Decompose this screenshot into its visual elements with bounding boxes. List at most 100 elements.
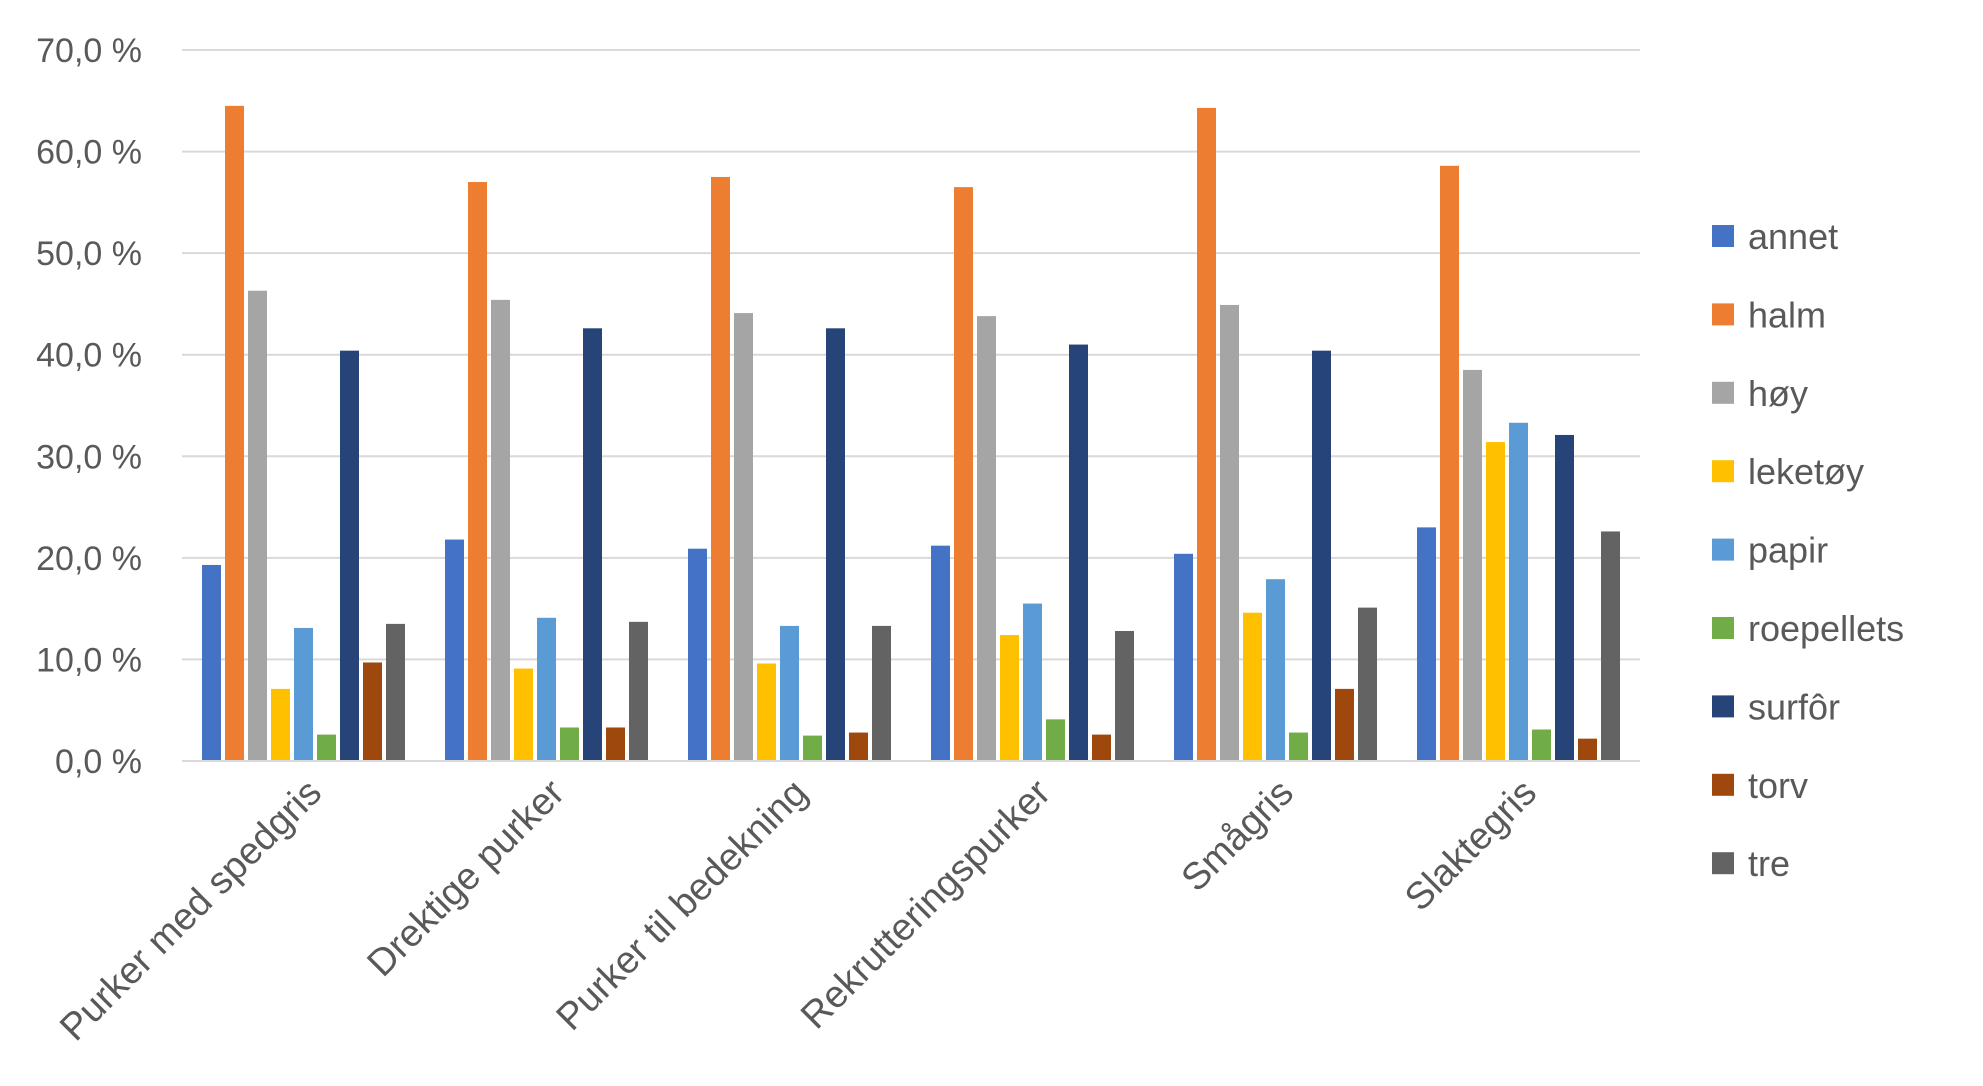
bar-annet-6	[1417, 527, 1436, 761]
category-label: Purker med spedgris	[52, 772, 330, 1050]
bar-h-y-2	[491, 299, 510, 761]
bar-h-y-4	[977, 316, 996, 761]
bar-surf-r-5	[1312, 350, 1331, 761]
legend-label: roepellets	[1748, 608, 1904, 649]
gridlines	[182, 49, 1640, 661]
bar-torv-6	[1578, 738, 1597, 761]
bar-annet-5	[1174, 553, 1193, 761]
legend-label: leketøy	[1748, 451, 1864, 492]
legend-item: høy	[1712, 373, 1808, 414]
legend-item: halm	[1712, 294, 1826, 335]
legend-label: papir	[1748, 530, 1828, 571]
bar-leket-y-3	[757, 663, 776, 761]
y-tick-label: 20,0 %	[36, 540, 142, 578]
legend-item: leketøy	[1712, 451, 1864, 492]
y-tick-label: 60,0 %	[36, 134, 142, 172]
bar-surf-r-4	[1069, 344, 1088, 761]
bar-roepellets-1	[317, 734, 336, 761]
bar-torv-1	[363, 662, 382, 761]
bar-annet-3	[688, 548, 707, 761]
legend-label: surfôr	[1748, 686, 1840, 727]
bar-roepellets-6	[1532, 729, 1551, 761]
legend-swatch	[1712, 381, 1734, 404]
bar-surf-r-1	[340, 350, 359, 761]
bar-roepellets-2	[560, 727, 579, 761]
bar-h-y-6	[1463, 369, 1482, 761]
category-labels: Purker med spedgris Drektige purkerPurker…	[52, 771, 1545, 1049]
bar-halm-6	[1440, 165, 1459, 761]
legend-swatch	[1712, 538, 1734, 561]
legend-swatch	[1712, 773, 1734, 796]
y-tick-label: 70,0 %	[36, 32, 142, 70]
legend-label: annet	[1748, 216, 1838, 257]
category-label: Rekrutteringspurker	[793, 771, 1059, 1037]
y-tick-label: 0,0 %	[55, 743, 142, 781]
category-label: Drektige purker	[359, 771, 573, 985]
y-tick-label: 40,0 %	[36, 337, 142, 375]
bar-halm-2	[468, 182, 487, 762]
bar-annet-1	[202, 564, 221, 761]
bar-h-y-3	[734, 313, 753, 761]
y-tick-label: 30,0 %	[36, 438, 142, 476]
bar-h-y-1	[248, 290, 267, 761]
legend-label: tre	[1748, 843, 1790, 884]
bar-tre-5	[1358, 607, 1377, 761]
bars	[202, 105, 1620, 762]
y-axis-ticks: 0,0 % 10,0 % 20,0 % 30,0 % 40,0 % 50,0 % 60,0 …	[36, 32, 142, 781]
bar-annet-2	[445, 539, 464, 761]
legend-item: torv	[1712, 765, 1808, 806]
bar-h-y-5	[1220, 304, 1239, 761]
legend-item: surfôr	[1712, 686, 1840, 727]
legend-swatch	[1712, 225, 1734, 247]
bar-papir-2	[537, 617, 556, 761]
bar-papir-5	[1266, 579, 1285, 761]
bar-papir-4	[1023, 603, 1042, 761]
bar-torv-2	[606, 727, 625, 761]
legend-swatch	[1712, 695, 1734, 718]
bar-roepellets-4	[1046, 719, 1065, 761]
bar-leket-y-1	[271, 688, 290, 761]
legend-item: annet	[1712, 216, 1838, 257]
bar-tre-4	[1115, 630, 1134, 761]
bar-halm-3	[711, 176, 730, 761]
category-label: Smågris	[1174, 772, 1302, 900]
bar-tre-1	[386, 623, 405, 761]
bar-leket-y-4	[1000, 635, 1019, 761]
bar-torv-3	[849, 732, 868, 761]
y-tick-label: 50,0 %	[36, 235, 142, 273]
bar-roepellets-3	[803, 735, 822, 761]
legend-item: papir	[1712, 530, 1828, 571]
legend-item: roepellets	[1712, 608, 1904, 649]
bar-tre-6	[1601, 531, 1620, 761]
legend-swatch	[1712, 303, 1734, 326]
legend-label: torv	[1748, 765, 1808, 806]
bar-torv-4	[1092, 734, 1111, 761]
bar-papir-1	[294, 627, 313, 761]
bar-surf-r-6	[1555, 434, 1574, 761]
bar-roepellets-5	[1289, 732, 1308, 761]
legend-swatch	[1712, 852, 1734, 875]
legend-label: høy	[1748, 373, 1808, 414]
bar-halm-4	[954, 187, 973, 761]
bar-tre-3	[872, 625, 891, 761]
legend: annet halm høy leketøy papir roepellets surfôr…	[1712, 216, 1904, 884]
legend-swatch	[1712, 460, 1734, 483]
bar-tre-2	[629, 621, 648, 761]
category-label: Purker til bedekning	[549, 772, 816, 1039]
legend-item: tre	[1712, 843, 1790, 884]
bar-torv-5	[1335, 688, 1354, 761]
bar-surf-r-2	[583, 328, 602, 761]
bar-papir-3	[780, 625, 799, 761]
bar-leket-y-5	[1243, 612, 1262, 761]
bar-leket-y-6	[1486, 442, 1505, 761]
bar-halm-1	[225, 105, 244, 762]
bar-leket-y-2	[514, 668, 533, 761]
legend-swatch	[1712, 617, 1734, 639]
y-tick-label: 10,0 %	[36, 641, 142, 679]
category-label: Slaktegris	[1397, 772, 1545, 920]
bar-halm-5	[1197, 107, 1216, 762]
bar-annet-4	[931, 545, 950, 761]
bar-surf-r-3	[826, 328, 845, 761]
